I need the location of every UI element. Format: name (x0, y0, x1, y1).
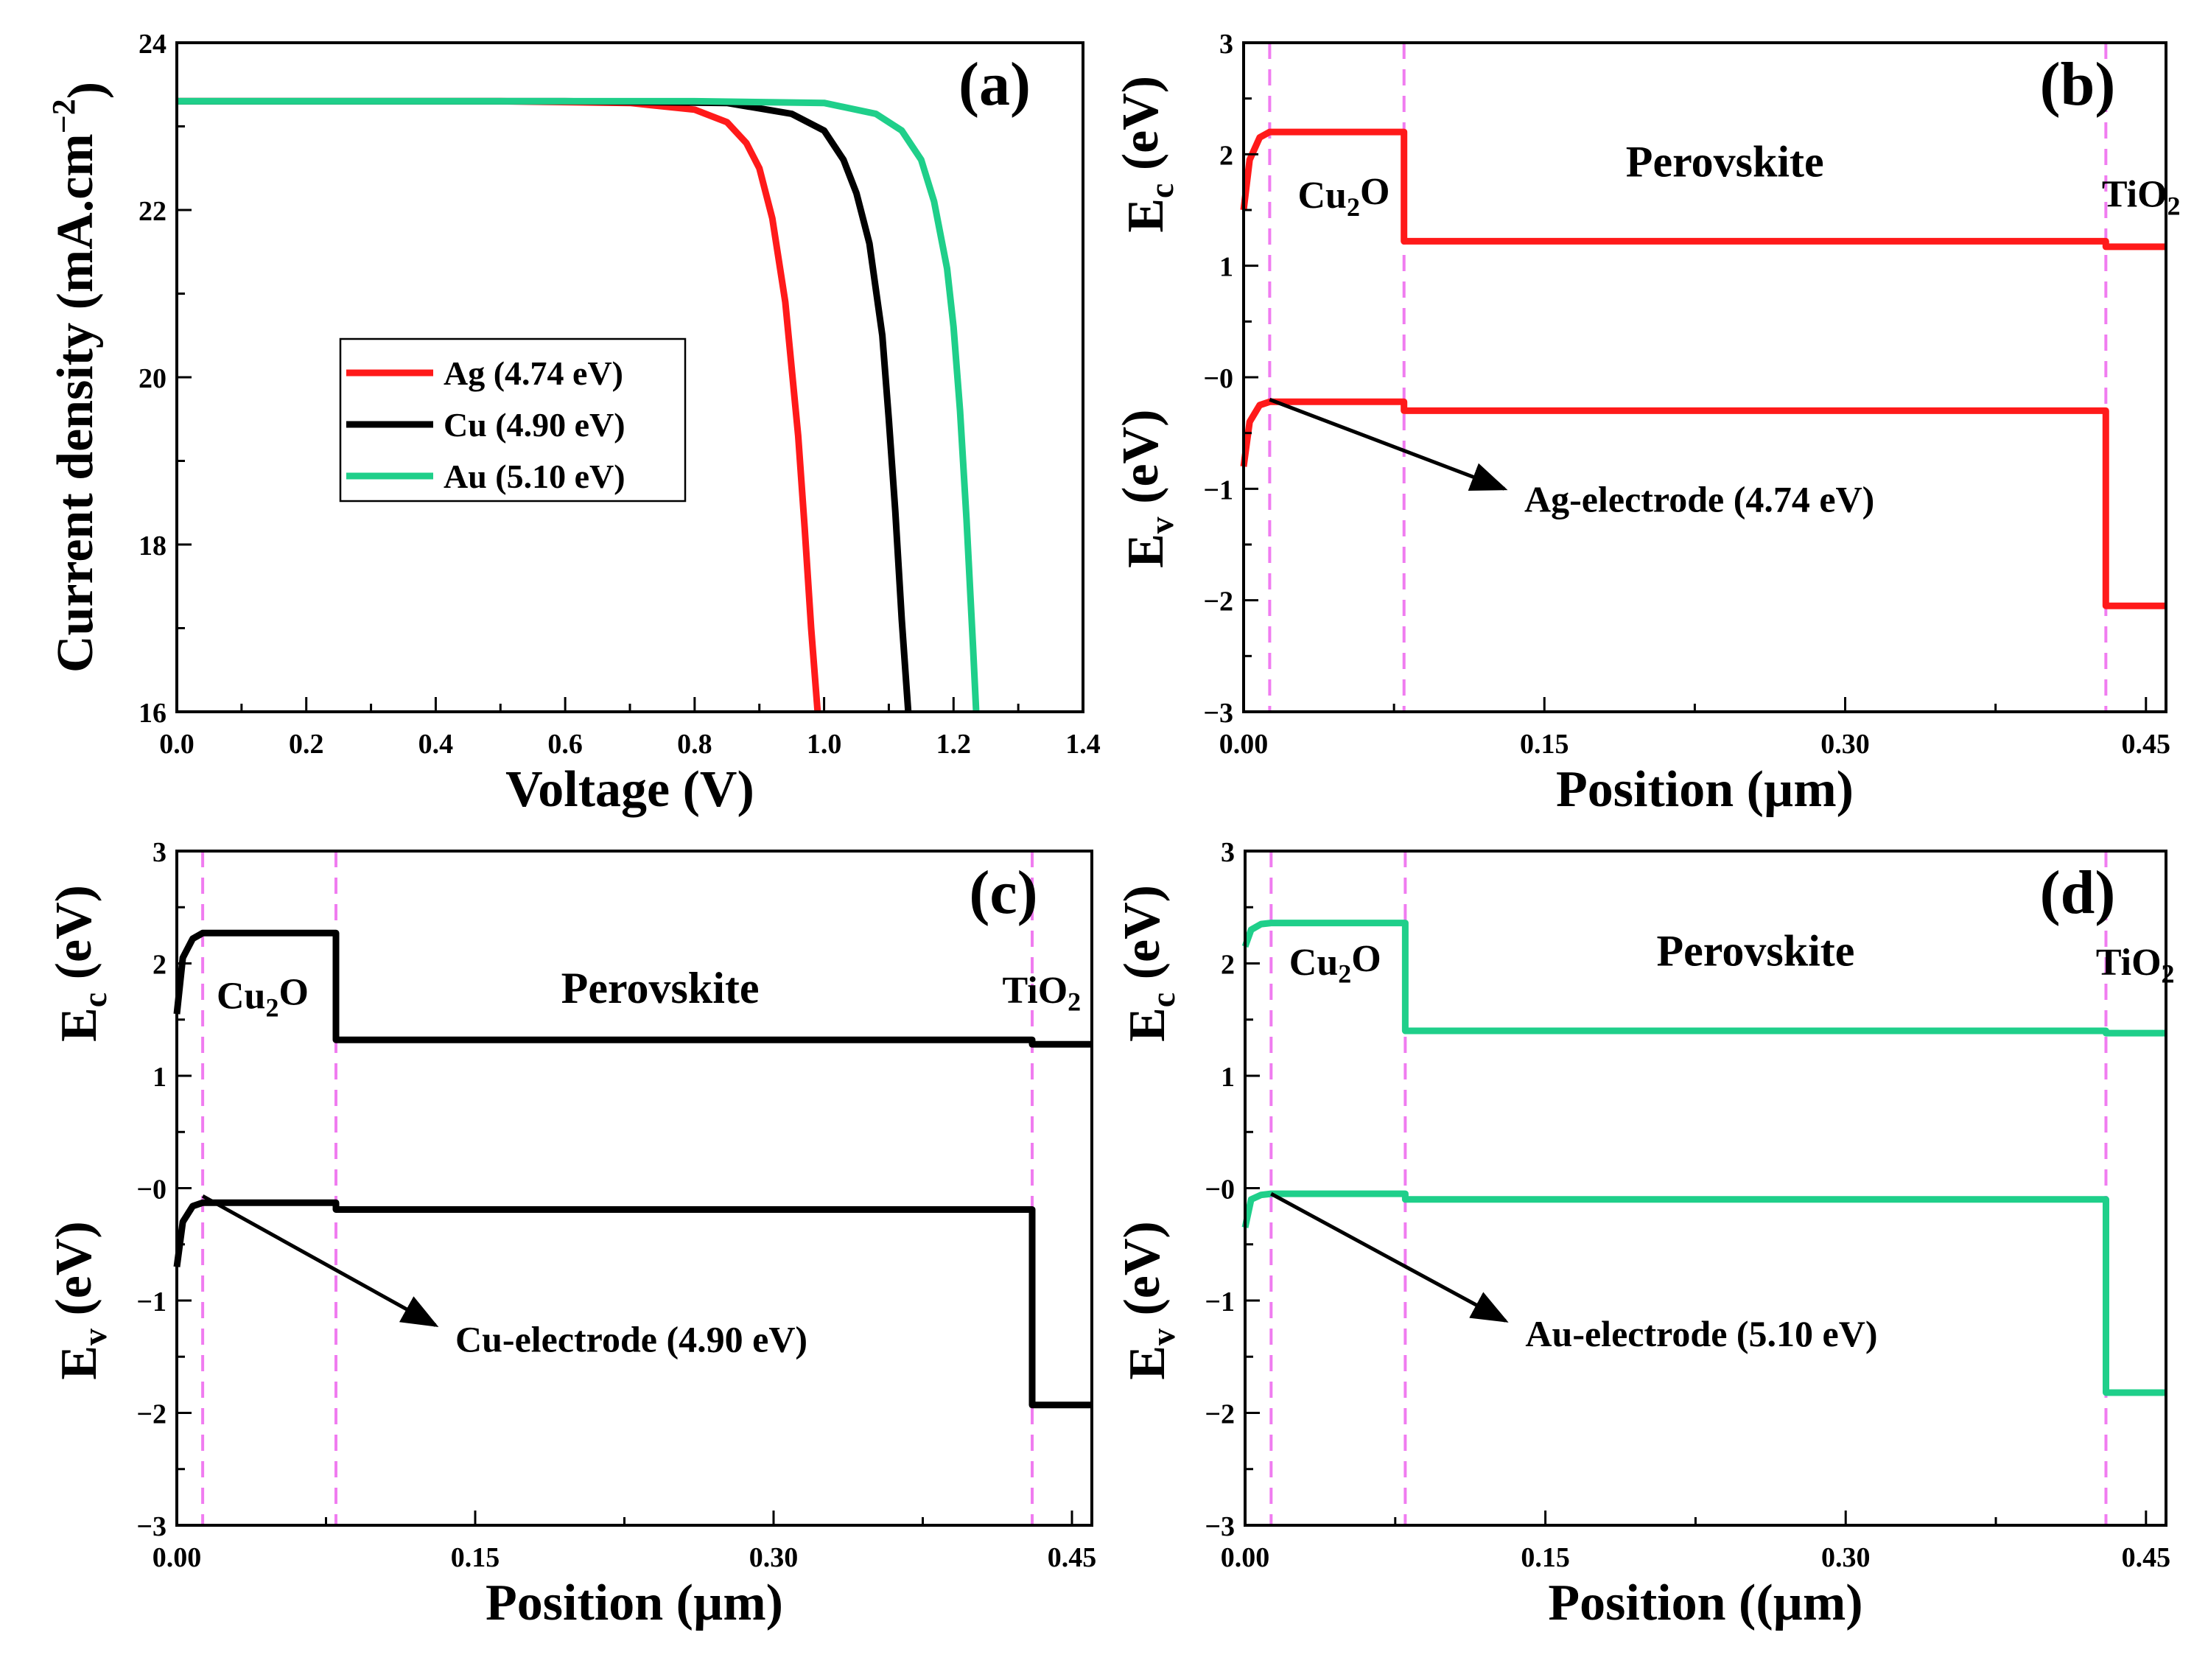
x-tick-label: 0.45 (2122, 729, 2171, 760)
panel-a: 0.0 0.2 0.4 0.6 0.8 1.0 1.2 1.4 16 18 20 22 24 (a) Vol… (46, 29, 1101, 818)
legend-label: Ag (4.74 eV) (444, 354, 623, 392)
y-tick-label: 2 (1221, 950, 1235, 981)
y-axis-title-ev: Ev (eV) (1112, 410, 1180, 568)
region-label-tio: TiO2 (1003, 970, 1082, 1017)
y-tick-label: 22 (139, 196, 167, 227)
x-tick-label: 1.0 (807, 729, 842, 760)
y-axis-title-ec: Ec (eV) (46, 885, 113, 1042)
series-line-ev-1 (1240, 398, 2166, 609)
panel-label: (a) (958, 50, 1031, 119)
x-tick-label: 1.4 (1065, 729, 1101, 760)
series-line-au-5-10-ev--2 (177, 97, 980, 713)
y-axis-title-ec: Ec (eV) (1112, 76, 1180, 233)
x-axis-title: Position (µm) (486, 1575, 783, 1631)
region-label-perovskite: Perovskite (1657, 927, 1855, 976)
region-label-tio: TiO2 (2102, 173, 2181, 220)
y-tick-label: −3 (1203, 698, 1233, 729)
x-axis-title: Position ((µm) (1548, 1575, 1862, 1631)
y-tick-label: 1 (1221, 1062, 1235, 1093)
y-tick-label: −0 (1205, 1175, 1235, 1205)
y-axis-title-ev: Ev (eV) (1114, 1221, 1182, 1379)
x-axis-title: Voltage (V) (505, 761, 754, 818)
y-tick-label: −3 (136, 1511, 167, 1542)
annotation-arrow (1270, 1191, 1509, 1323)
y-tick-label: −0 (1203, 363, 1233, 394)
y-axis-title-ec: Ec (eV) (1114, 885, 1182, 1042)
x-tick-label: 0.15 (451, 1542, 500, 1573)
x-tick-label: 0.45 (1048, 1542, 1097, 1573)
y-tick-label: 16 (139, 698, 167, 729)
y-tick-label: −1 (1203, 475, 1233, 505)
x-tick-label: 0.0 (159, 729, 194, 760)
y-tick-label: 3 (1221, 837, 1235, 868)
y-tick-label: −2 (1205, 1399, 1235, 1430)
x-tick-label: 0.15 (1521, 1542, 1570, 1573)
x-tick-label: 0.2 (289, 729, 324, 760)
x-tick-label: 0.45 (2122, 1542, 2171, 1573)
plot-frame (175, 850, 1093, 1527)
region-label-cuo: Cu2O (217, 972, 309, 1023)
region-label-cuo: Cu2O (1297, 171, 1389, 222)
y-tick-label: 3 (153, 837, 167, 868)
x-tick-label: 0.30 (1820, 729, 1870, 760)
panel-label: (c) (969, 858, 1037, 927)
y-tick-label: 2 (153, 950, 167, 981)
series-line-ec-0 (1241, 920, 2166, 1037)
series-line-ec-0 (173, 929, 1092, 1048)
region-label-cuo: Cu2O (1289, 938, 1381, 989)
y-tick-label: 18 (139, 531, 167, 561)
y-tick-label: 1 (153, 1062, 167, 1093)
x-tick-label: 0.00 (1221, 1542, 1270, 1573)
y-axis-title-ev: Ev (eV) (46, 1221, 113, 1379)
x-tick-label: 0.30 (749, 1542, 799, 1573)
region-label-tio: TiO2 (2096, 942, 2175, 989)
panel-c: 0.00 0.15 0.30 0.45 −3 −2 −1 −0 1 2 3 (c) Position (… (46, 837, 1096, 1631)
panel-d: 0.00 0.15 0.30 0.45 −3 −2 −1 −0 1 2 3 (d) Position (… (1114, 837, 2175, 1631)
y-tick-label: −3 (1205, 1511, 1235, 1542)
panel-b: 0.00 0.15 0.30 0.45 −3 −2 −1 −0 1 2 3 (b) Position (… (1112, 29, 2181, 818)
x-tick-label: 1.2 (936, 729, 972, 760)
series-line-ev-1 (173, 1199, 1092, 1409)
y-tick-label: −0 (136, 1175, 167, 1205)
x-tick-label: 0.30 (1821, 1542, 1871, 1573)
y-tick-label: 2 (1219, 140, 1233, 171)
series-line-ev-1 (1241, 1190, 2166, 1396)
y-tick-label: −1 (136, 1287, 167, 1317)
legend-label: Cu (4.90 eV) (444, 406, 625, 444)
x-tick-label: 0.00 (153, 1542, 202, 1573)
y-tick-label: 24 (139, 29, 167, 60)
y-tick-label: −1 (1205, 1287, 1235, 1317)
y-tick-label: 1 (1219, 252, 1233, 283)
region-label-perovskite: Perovskite (561, 964, 760, 1012)
y-tick-label: 20 (139, 363, 167, 394)
panel-label: (b) (2040, 50, 2116, 119)
x-tick-label: 0.6 (547, 729, 583, 760)
y-tick-label: 3 (1219, 29, 1233, 60)
x-tick-label: 0.15 (1520, 729, 1569, 760)
annotation-text: Cu-electrode (4.90 eV) (455, 1318, 807, 1359)
x-tick-label: 0.8 (677, 729, 712, 760)
region-label-perovskite: Perovskite (1626, 138, 1824, 186)
annotation-arrow (201, 1194, 439, 1327)
annotation-arrow (1269, 397, 1508, 491)
x-tick-label: 0.4 (418, 729, 454, 760)
y-axis-title: Current density (mA.cm−2) (46, 82, 115, 673)
y-tick-label: −2 (136, 1399, 167, 1430)
annotation-text: Au-electrode (5.10 eV) (1525, 1313, 1877, 1354)
series-line-ec-0 (1240, 128, 2166, 251)
x-axis-title: Position (µm) (1556, 761, 1854, 818)
panel-label: (d) (2040, 858, 2116, 927)
annotation-text: Ag-electrode (4.74 eV) (1524, 478, 1874, 519)
y-tick-label: −2 (1203, 587, 1233, 617)
legend: Ag (4.74 eV) Cu (4.90 eV) Au (5.10 eV) (339, 337, 687, 503)
legend-label: Au (5.10 eV) (444, 458, 625, 495)
x-tick-label: 0.00 (1219, 729, 1269, 760)
